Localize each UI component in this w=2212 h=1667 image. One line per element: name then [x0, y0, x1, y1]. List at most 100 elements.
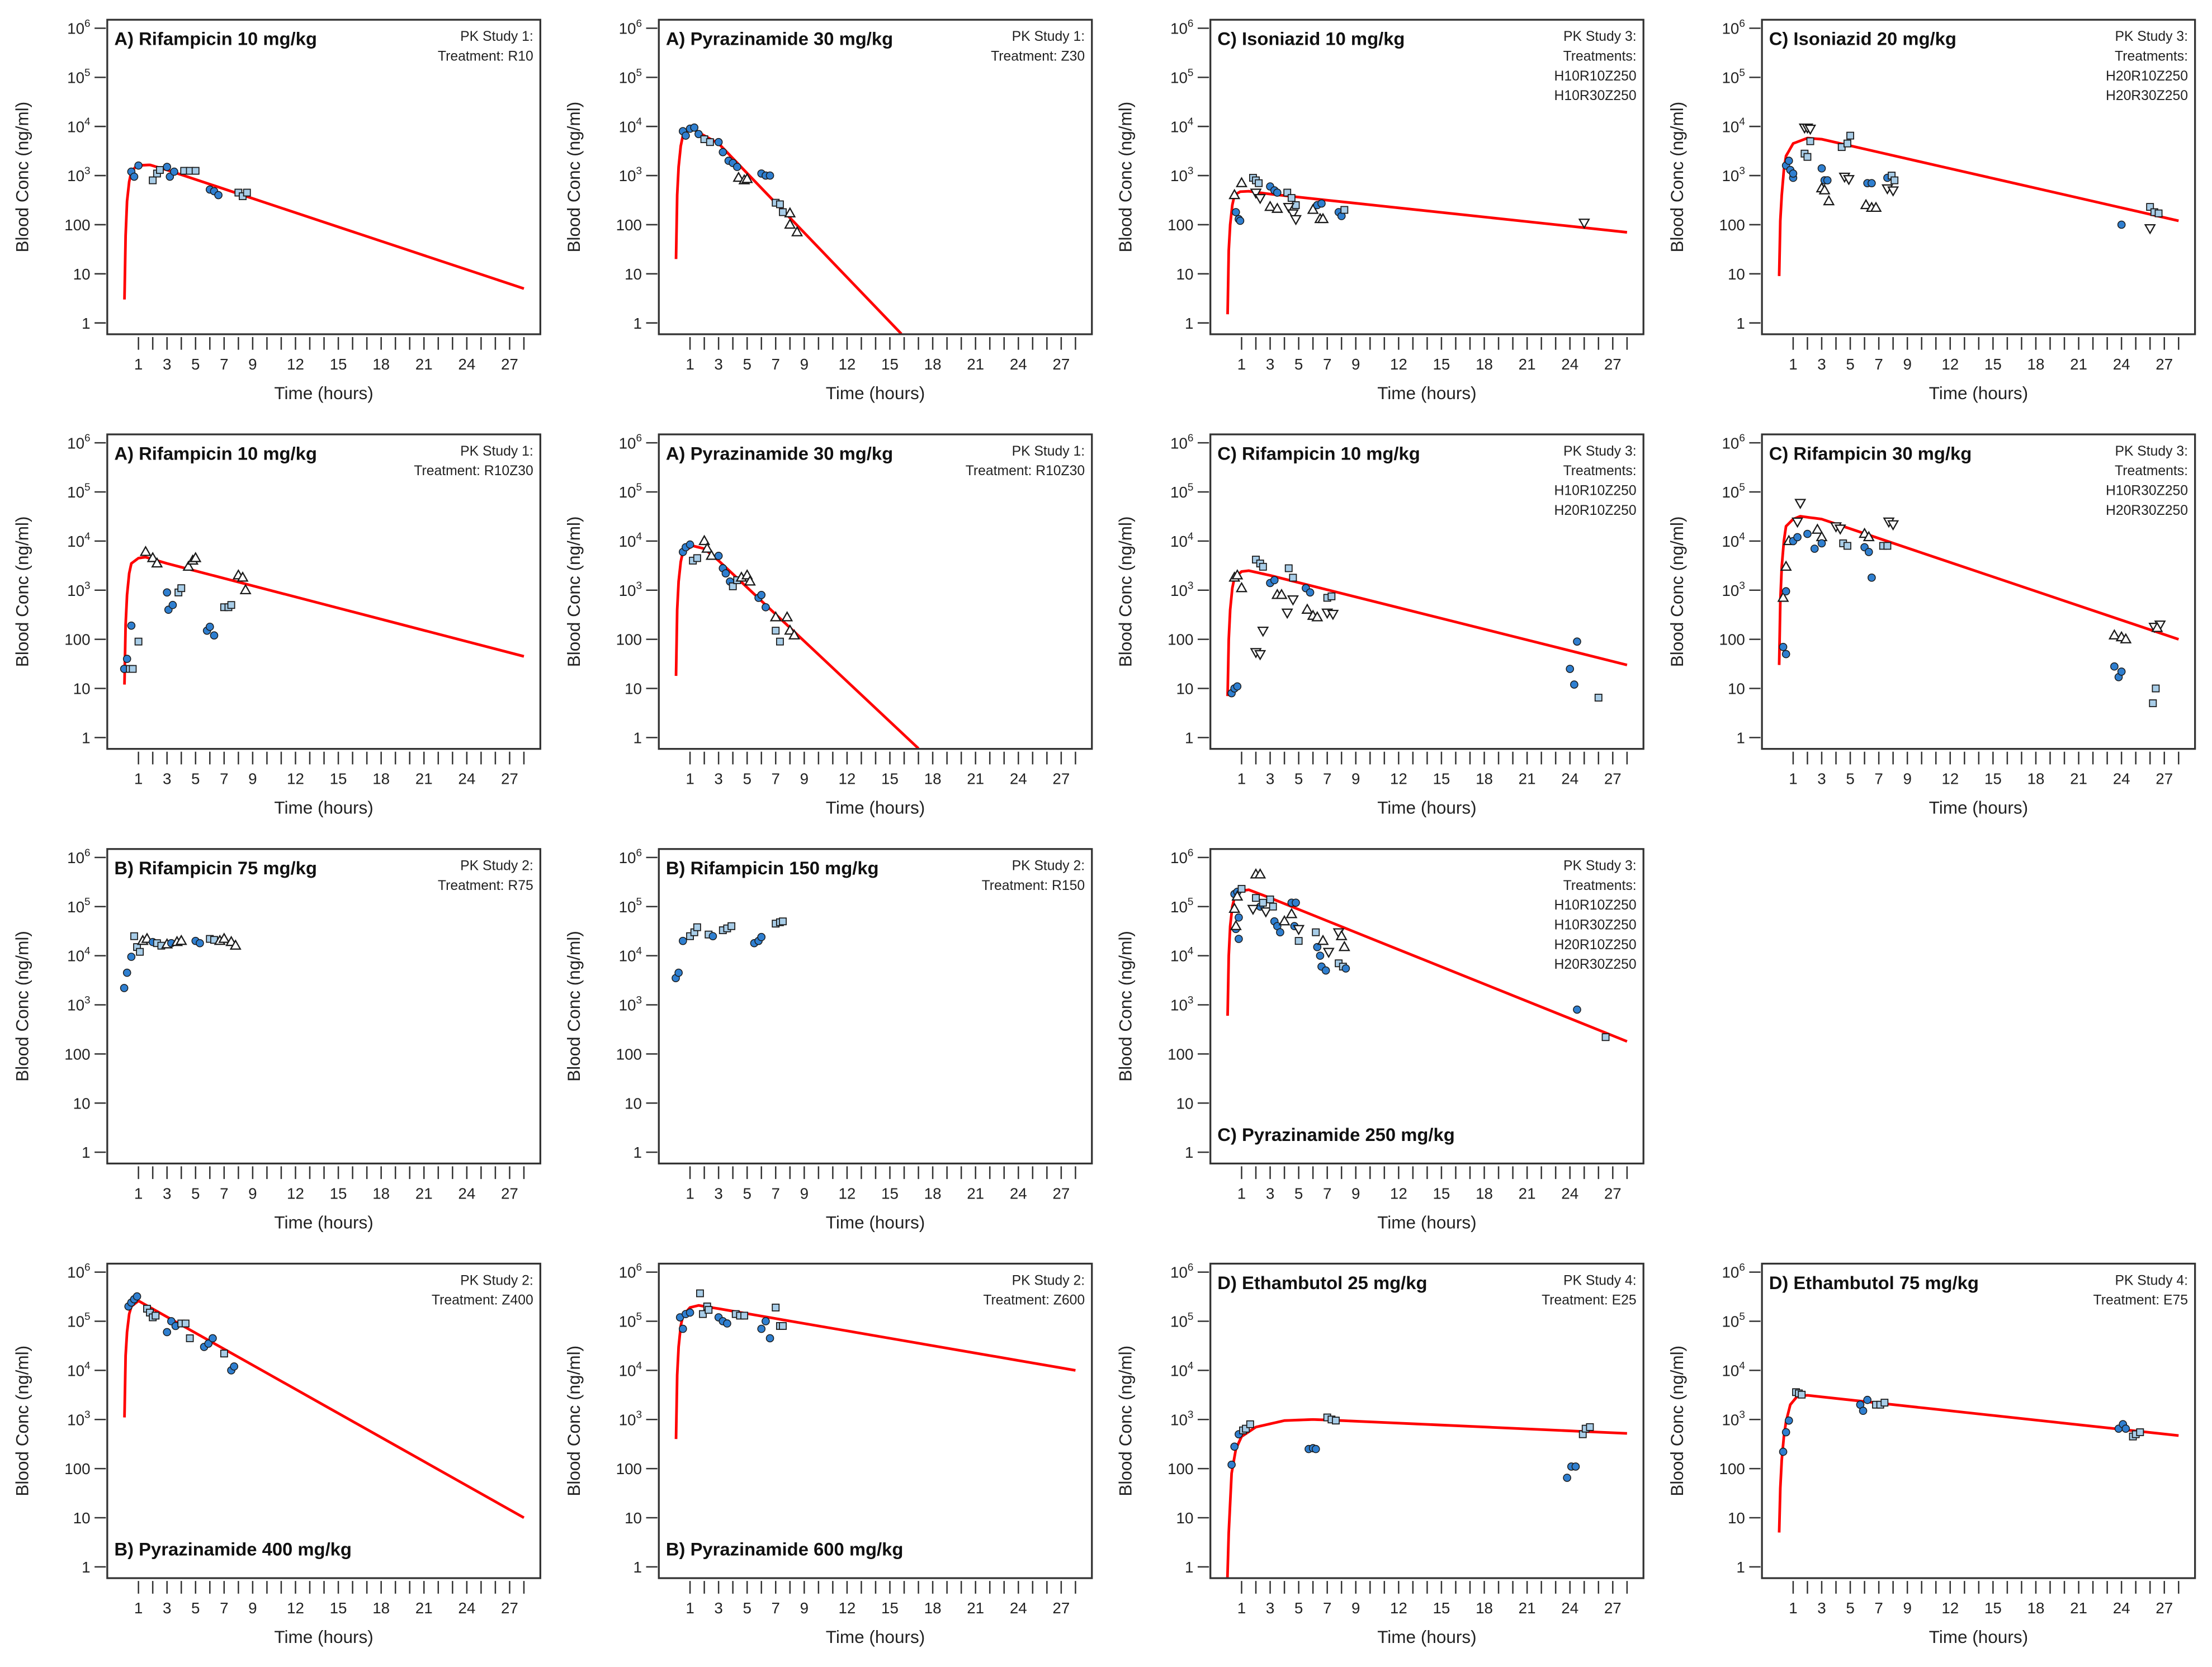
x-tick-label: 18 — [1476, 356, 1493, 373]
data-point-circle — [690, 123, 699, 132]
data-point-square — [130, 932, 138, 940]
y-tick-label: 103 — [619, 994, 642, 1014]
data-point-triangle-up — [139, 546, 152, 556]
x-tick-label: 9 — [800, 1185, 809, 1202]
study-annotation: Treatment: Z400 — [432, 1293, 533, 1308]
plot-area — [120, 546, 524, 685]
plot-area — [123, 1292, 525, 1519]
x-axis-label: Time (hours) — [274, 1627, 373, 1647]
data-point-triangle-up — [1307, 203, 1319, 214]
y-tick-label: 106 — [619, 1262, 642, 1281]
y-tick-label: 106 — [1722, 433, 1745, 452]
data-point-triangle-down — [1578, 219, 1590, 229]
y-tick-label: 100 — [1168, 1045, 1193, 1063]
study-annotation: PK Study 3: — [1563, 859, 1637, 874]
y-tick-label: 100 — [64, 1460, 90, 1477]
x-tick-label: 18 — [2027, 1599, 2045, 1617]
study-annotation: PK Study 2: — [460, 859, 533, 874]
y-tick-label: 1 — [1185, 1144, 1193, 1161]
panel-title: A) Rifampicin 10 mg/kg — [114, 29, 316, 49]
x-tick-label: 1 — [1789, 1599, 1797, 1617]
x-tick-label: 21 — [967, 356, 984, 373]
panel-title: C) Isoniazid 20 mg/kg — [1769, 29, 1956, 49]
x-tick-label: 12 — [838, 1599, 856, 1617]
x-axis-label: Time (hours) — [274, 798, 373, 818]
y-tick-label: 104 — [1170, 116, 1193, 136]
plot-area — [674, 123, 902, 334]
y-tick-label: 10 — [1728, 266, 1745, 283]
data-point-circle — [1570, 680, 1578, 689]
data-point-triangle-up — [1860, 198, 1872, 210]
x-tick-label: 12 — [1390, 1599, 1407, 1617]
data-point-triangle-down — [1287, 595, 1299, 606]
panel-title: A) Pyrazinamide 30 mg/kg — [666, 29, 893, 49]
x-tick-label: 7 — [1874, 770, 1883, 788]
x-tick-label: 1 — [1789, 356, 1797, 373]
y-tick-label: 104 — [67, 945, 90, 965]
data-point-circle — [2117, 667, 2126, 676]
data-point-square — [1327, 592, 1336, 600]
x-tick-label: 24 — [2113, 356, 2130, 373]
x-axis-label: Time (hours) — [1377, 383, 1476, 403]
data-point-square — [227, 601, 235, 609]
data-point-square — [740, 1311, 749, 1320]
x-tick-label: 5 — [1846, 770, 1854, 788]
data-point-triangle-up — [1271, 202, 1283, 213]
data-point-triangle-up — [1275, 588, 1288, 599]
x-tick-label: 9 — [1351, 356, 1360, 373]
data-point-square — [191, 167, 200, 175]
x-tick-label: 12 — [1941, 1599, 1959, 1617]
x-tick-label: 21 — [415, 1599, 433, 1617]
x-tick-label: 5 — [191, 770, 200, 788]
model-curve — [674, 1304, 1076, 1439]
model-curve — [674, 127, 902, 334]
x-tick-label: 27 — [1604, 1185, 1622, 1202]
y-tick-label: 100 — [616, 1460, 642, 1477]
x-tick-label: 18 — [2027, 770, 2045, 788]
y-tick-label: 105 — [1170, 896, 1193, 916]
x-tick-label: 18 — [924, 770, 942, 788]
study-annotation: PK Study 3: — [2115, 444, 2188, 459]
y-tick-label: 1 — [82, 729, 90, 746]
data-point-square — [1252, 894, 1260, 902]
data-point-square — [1594, 694, 1603, 702]
x-tick-label: 18 — [924, 1185, 942, 1202]
data-point-circle — [2121, 1424, 2130, 1433]
y-axis-label: Blood Conc (ng/ml) — [12, 516, 32, 667]
data-point-triangle-up — [2108, 629, 2120, 640]
data-point-triangle-down — [1327, 609, 1339, 621]
data-point-triangle-up — [705, 549, 717, 560]
y-tick-label: 103 — [1170, 165, 1193, 185]
y-tick-label: 106 — [67, 18, 90, 37]
data-point-circle — [678, 1324, 687, 1333]
data-point-circle — [1311, 1445, 1320, 1453]
data-point-triangle-up — [732, 171, 745, 182]
x-tick-label: 15 — [1433, 1599, 1450, 1617]
x-tick-label: 5 — [1294, 1599, 1303, 1617]
data-point-circle — [1784, 1416, 1793, 1425]
x-axis-label: Time (hours) — [826, 1627, 925, 1647]
chart-panel: 1 10 100 103 104 105 106 1 3 5 7 9 12 15 18 21 24 27 Time … — [1667, 1262, 2196, 1647]
y-tick-label: 104 — [619, 1360, 642, 1380]
data-point-triangle-up — [1264, 200, 1277, 211]
data-point-square — [772, 627, 780, 635]
x-tick-label: 15 — [881, 770, 899, 788]
data-point-triangle-up — [1230, 920, 1242, 930]
data-point-triangle-up — [1823, 195, 1835, 206]
study-annotation: H10R10Z250 — [1554, 484, 1637, 499]
data-point-triangle-down — [1281, 608, 1293, 619]
x-tick-label: 18 — [924, 1599, 942, 1617]
data-point-triangle-up — [1335, 930, 1348, 940]
panel-title: A) Pyrazinamide 30 mg/kg — [666, 443, 893, 463]
data-point-triangle-up — [1235, 581, 1248, 593]
y-tick-label: 105 — [1722, 482, 1745, 501]
data-point-circle — [205, 622, 214, 631]
x-tick-label: 5 — [743, 1185, 751, 1202]
x-tick-label: 12 — [287, 1185, 304, 1202]
data-point-square — [729, 582, 737, 590]
y-tick-label: 106 — [1722, 18, 1745, 37]
y-tick-label: 1 — [82, 1559, 90, 1576]
x-tick-label: 24 — [1561, 1599, 1578, 1617]
data-point-circle — [127, 953, 136, 961]
model-curve — [1226, 1418, 1627, 1579]
